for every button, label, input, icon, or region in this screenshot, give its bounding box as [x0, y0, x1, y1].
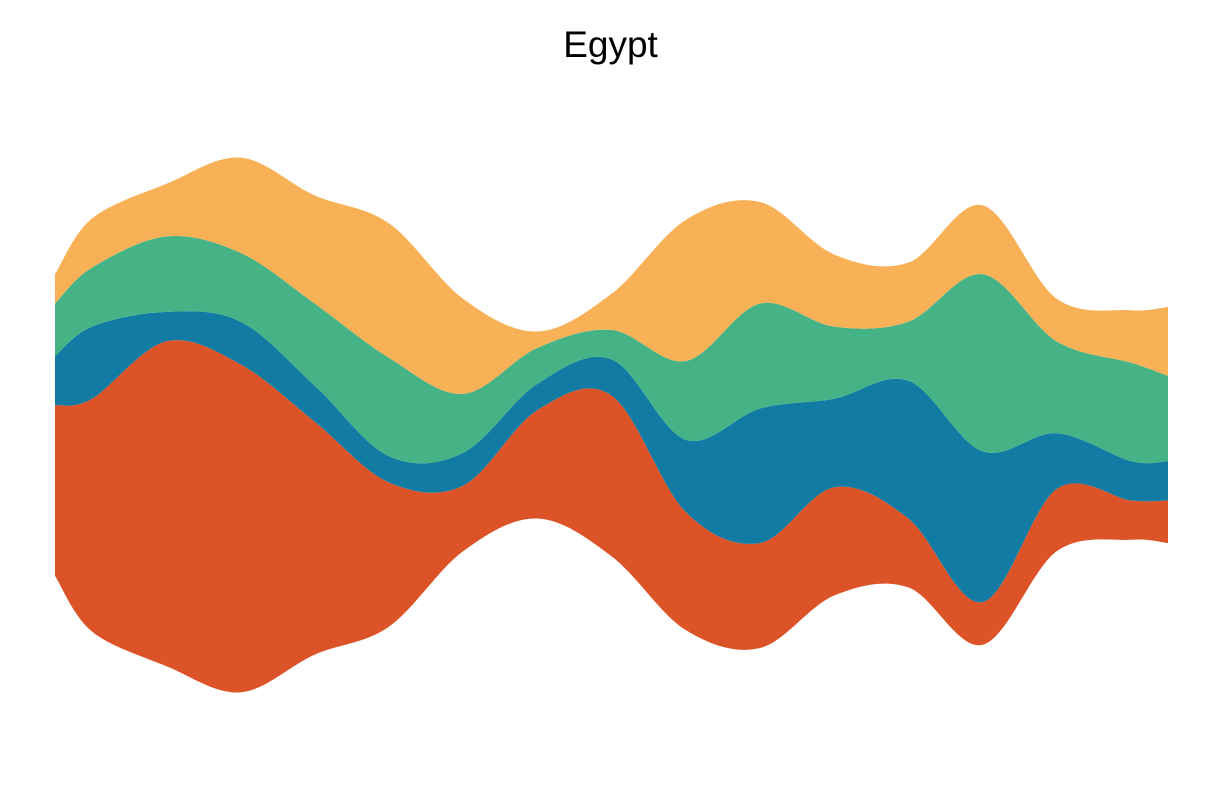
- stream-layers: [55, 157, 1168, 693]
- stream-layer-1: [55, 340, 1168, 693]
- chart-title: Egypt: [563, 24, 658, 65]
- stream-layer-2: [55, 311, 1168, 603]
- stream-layer-4: [55, 157, 1168, 394]
- stream-layer-3: [55, 235, 1168, 464]
